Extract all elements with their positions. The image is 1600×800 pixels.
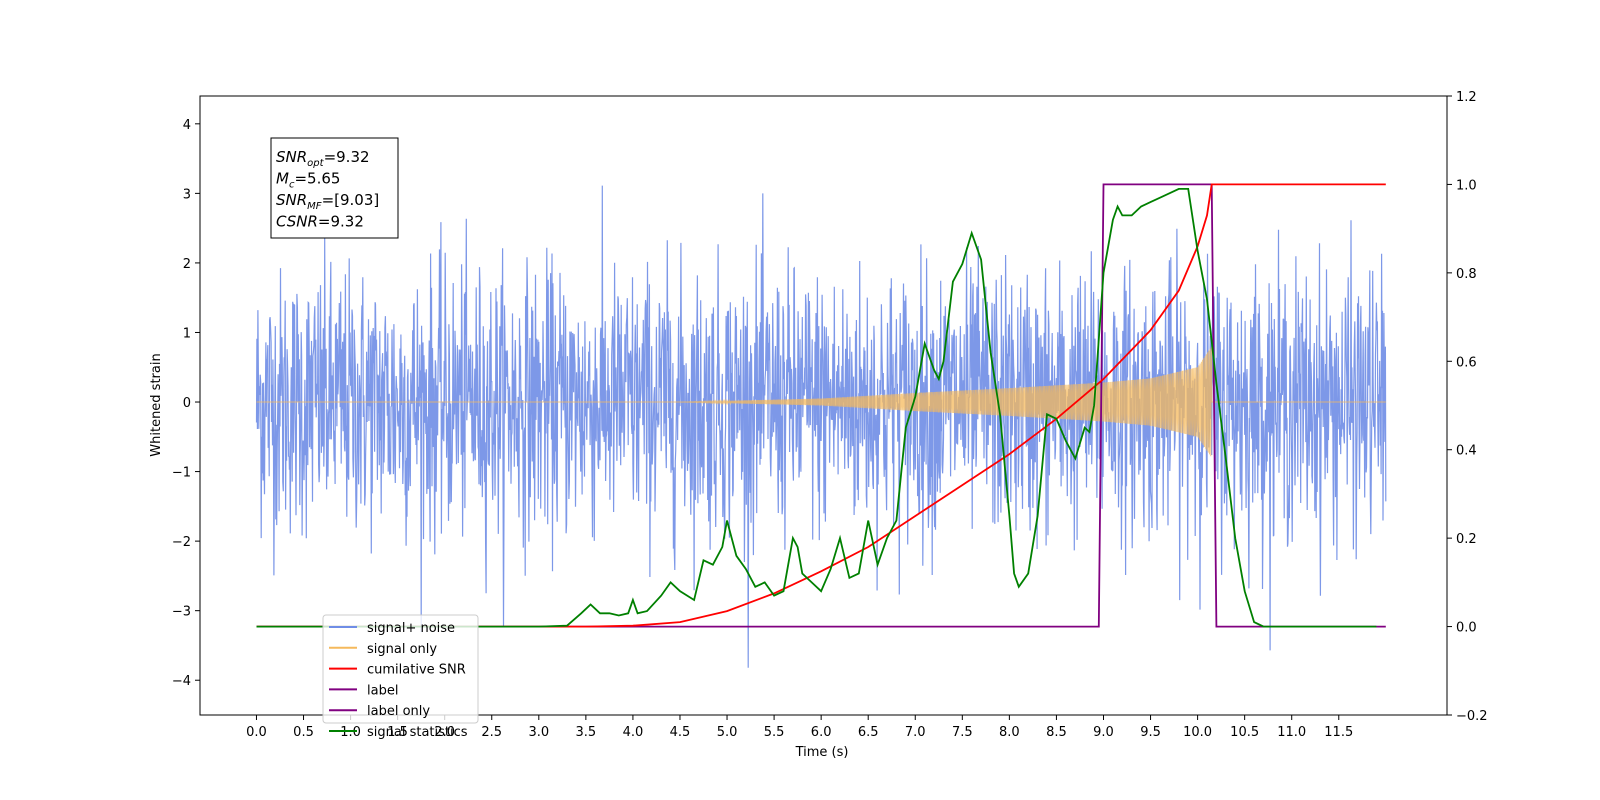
x-tick-label: 10.0 [1183,725,1212,740]
legend-label: label only [367,704,430,719]
y-right-tick-label: 0.0 [1456,621,1477,636]
x-tick-label: 9.5 [1140,725,1161,740]
x-tick-label: 11.0 [1277,725,1306,740]
y-left-tick-label: −1 [172,466,191,481]
series-cumulative-snr-line [256,183,1386,628]
x-tick-label: 4.5 [670,725,691,740]
annotation-line: Mc=5.65 [276,170,340,191]
annotation-symbol: SNR [276,148,307,166]
x-tick-label: 6.5 [858,725,879,740]
x-tick-label: 8.0 [999,725,1020,740]
x-tick-label: 2.0 [434,725,455,740]
x-axis-label: Time (s) [795,745,849,760]
x-tick-label: 6.0 [811,725,832,740]
annotation-subscript: MF [307,201,322,212]
annotation-line: SNRMF=[9.03] [276,191,379,212]
y-axis-left: 4 3 2 1 0 −1 −2 −3 −4 [172,118,200,689]
y-right-tick-label: 1.2 [1456,90,1477,105]
y-left-tick-label: 0 [183,396,191,411]
plot-area [255,183,1387,668]
y-left-tick-label: 2 [183,257,191,272]
y-axis-label: Whitened strain [149,353,164,456]
x-tick-label: 5.0 [717,725,738,740]
x-tick-label: 0.5 [293,725,314,740]
x-tick-label: 4.0 [623,725,644,740]
annotation-subscript: opt [307,158,324,169]
series-signal-statistics-line [256,188,1377,628]
y-right-tick-label: 0.4 [1456,444,1477,459]
annotation-line: SNRopt=9.32 [276,148,370,169]
series-signal-noise-line [255,185,1387,668]
plot-frame [199,95,1448,716]
x-tick-label: 1.5 [387,725,408,740]
x-tick-label: 11.5 [1324,725,1353,740]
y-right-tick-label: 0.2 [1456,532,1477,547]
annotation-value: =[9.03] [322,191,380,209]
annotation-value: =5.65 [294,170,340,188]
annotation-value: =9.32 [324,148,370,166]
x-tick-label: 8.5 [1046,725,1067,740]
x-tick-label: 9.0 [1093,725,1114,740]
legend-label: signal only [367,642,437,657]
y-left-tick-label: −4 [172,674,191,689]
y-right-tick-label: 1.0 [1456,178,1477,193]
legend-label: label [367,683,398,698]
legend-label: signal+ noise [367,621,455,636]
series-label-line [256,183,1386,628]
y-right-tick-label: 0.6 [1456,355,1477,370]
y-axis-right: 1.2 1.0 0.8 0.6 0.4 0.2 0.0 −0.2 [1447,90,1488,724]
legend-frame [322,614,479,724]
x-tick-label: 7.0 [905,725,926,740]
annotation-value: =9.32 [318,213,364,231]
y-right-tick-label: 0.8 [1456,267,1477,282]
x-tick-label: 3.0 [528,725,549,740]
annotation-frame [270,137,399,239]
legend: signal+ noise signal only cumilative SNR la… [322,614,479,740]
y-left-tick-label: 3 [183,187,191,202]
x-tick-label: 0.0 [246,725,267,740]
x-tick-label: 3.5 [576,725,597,740]
series-signal-only-line [256,346,1386,457]
annotation-subscript: c [289,180,295,191]
x-tick-label: 5.5 [764,725,785,740]
annotation-symbol: M [276,170,289,188]
x-tick-label: 2.5 [481,725,502,740]
y-left-tick-label: 1 [183,326,191,341]
annotation-symbol: SNR [276,191,307,209]
x-tick-label: 10.5 [1230,725,1259,740]
y-left-tick-label: −2 [172,535,191,550]
annotation-symbol: CSNR [276,213,318,231]
y-left-tick-label: 4 [183,118,191,133]
x-tick-label: 7.5 [952,725,973,740]
x-tick-label: 1.0 [340,725,361,740]
y-left-tick-label: −3 [172,605,191,620]
legend-label: cumilative SNR [367,663,466,678]
x-axis: 0.0 0.5 1.0 1.5 2.0 2.5 3.0 3.5 4.0 4.5 5.0 5.5 6.0 6… [246,715,1353,740]
legend-label: signal statistics [367,725,468,740]
annotation-line: CSNR=9.32 [276,213,364,231]
y-right-tick-label: −0.2 [1456,709,1488,724]
